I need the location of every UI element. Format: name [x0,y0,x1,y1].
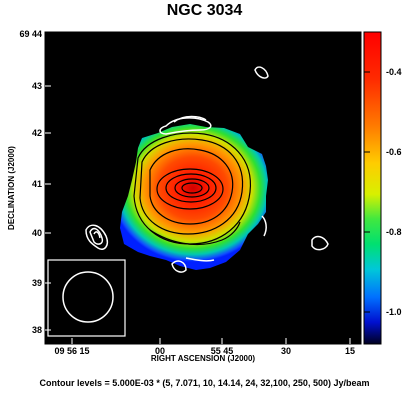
colorbar-ticks: -0.4 -0.6 -0.8 -1.0 [364,67,402,317]
chart-title: NGC 3034 [166,2,243,19]
outer-contours [85,66,329,273]
colorbar-tick-label: -1.0 [386,307,402,317]
x-axis-ticks: 09 56 15 00 55 45 30 15 [54,338,355,356]
x-tick-label: 15 [345,346,355,356]
y-axis-ticks: 69 44 43 42 41 40 39 38 [19,29,51,335]
beam-circle [62,271,114,323]
y-axis-label: DECLINATION (J2000) [7,146,16,230]
contour-levels-caption: Contour levels = 5.000E-03 * (5, 7.071, … [39,378,370,388]
y-tick-label: 69 44 [19,29,42,39]
colorbar-tick-label: -0.4 [386,67,402,77]
x-tick-label: 55 45 [211,346,234,356]
galaxy-contours [133,132,251,246]
y-tick-label: 40 [32,228,42,238]
y-tick-label: 41 [32,179,42,189]
colorbar [363,31,382,345]
y-tick-label: 42 [32,128,42,138]
x-axis-label: RIGHT ASCENSION (J2000) [151,354,256,363]
y-tick-label: 38 [32,325,42,335]
colorbar-tick-label: -0.8 [386,227,402,237]
y-tick-label: 43 [32,81,42,91]
colorbar-tick-label: -0.6 [386,147,402,157]
x-tick-label: 09 56 15 [54,346,89,356]
x-tick-label: 30 [281,346,291,356]
x-tick-label: 00 [155,346,165,356]
plot-frame [44,31,362,345]
y-tick-label: 39 [32,278,42,288]
